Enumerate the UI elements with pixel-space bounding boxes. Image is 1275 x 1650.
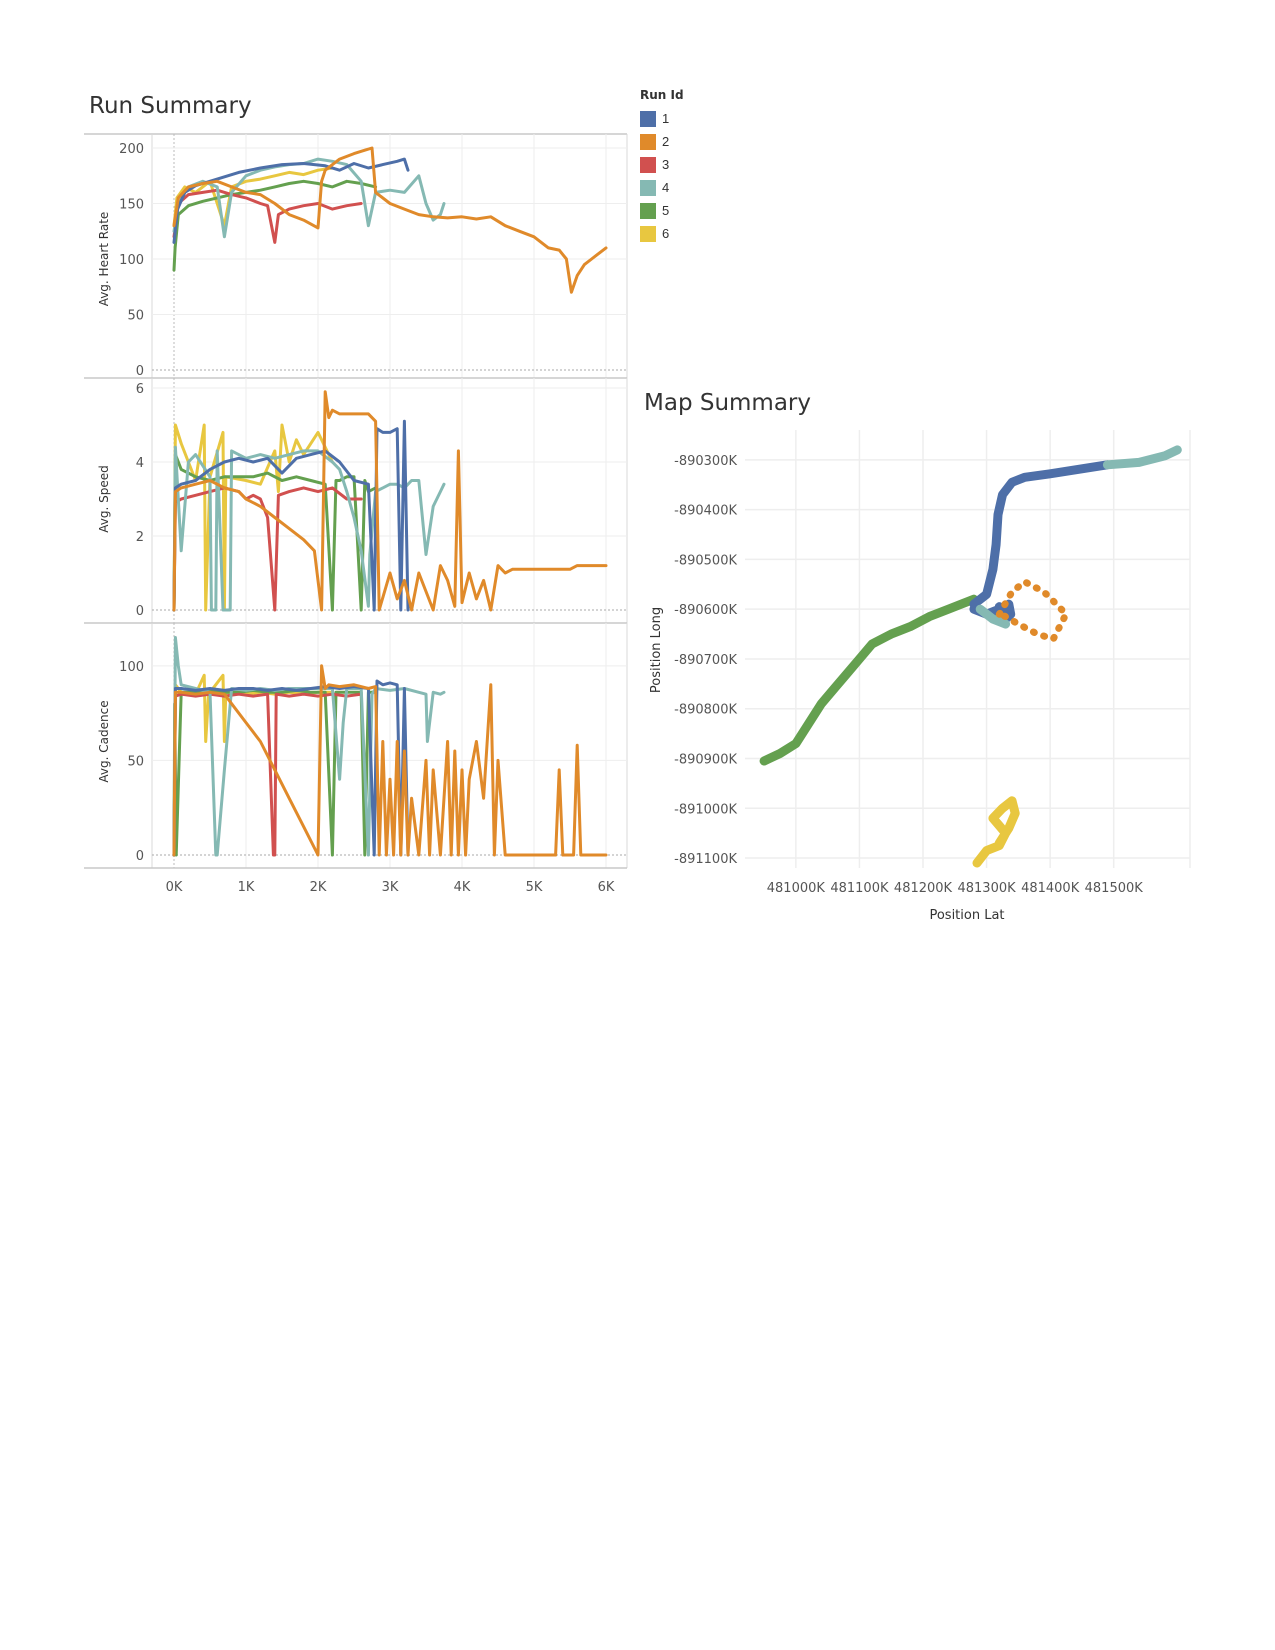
y-tick-label: 200	[119, 142, 144, 157]
series-line-run-3	[172, 188, 363, 244]
y-tick-label: 4	[136, 456, 144, 471]
series-line-run-1	[172, 157, 410, 244]
series-line-run-5	[172, 179, 378, 272]
y-tick-label: 150	[119, 198, 144, 213]
legend-swatch	[640, 110, 656, 127]
y-tick-label: 2	[136, 530, 144, 545]
y-axis-label: Avg. Cadence	[97, 700, 111, 782]
run-panel-1: 0 50 100 150 200 Avg. Heart Rate	[84, 133, 628, 379]
legend-item-4[interactable]: 4	[640, 176, 684, 199]
map-track-run-1	[969, 460, 1112, 609]
legend-items: 1 2 3 4 5 6	[640, 107, 684, 245]
x-tick-label: 6K	[598, 880, 615, 895]
series-line-run-3	[172, 486, 363, 612]
y-tick-label: 0	[136, 604, 144, 619]
legend-swatch	[640, 179, 656, 196]
legend-label: 1	[662, 111, 670, 126]
y-tick-label: 50	[127, 754, 144, 769]
map-track-run-5	[759, 594, 979, 766]
x-tick-label: 3K	[382, 880, 399, 895]
run-panel-2: 0 2 4 6 Avg. Speed	[84, 377, 628, 623]
legend-swatch	[640, 156, 656, 173]
legend-swatch	[640, 225, 656, 242]
run-summary-chart: 0 50 100 150 200 Avg. Heart Rate 0 2 4 6 Avg. Spee…	[84, 133, 628, 895]
legend-label: 3	[662, 157, 670, 172]
map-x-axis-label: Position Lat	[929, 908, 1004, 920]
series-line-run-5	[172, 453, 378, 612]
map-x-tick-label: 481500K	[1085, 881, 1144, 896]
legend-swatch	[640, 133, 656, 150]
x-tick-label: 4K	[454, 880, 471, 895]
legend-label: 2	[662, 134, 670, 149]
y-axis-label: Avg. Heart Rate	[97, 212, 111, 307]
map-y-tick-label: -890300K	[674, 454, 737, 469]
x-tick-label: 2K	[310, 880, 327, 895]
map-y-tick-label: -890800K	[674, 703, 737, 718]
legend-item-1[interactable]: 1	[640, 107, 684, 130]
y-axis-label: Avg. Speed	[97, 465, 111, 532]
map-track-run-4	[975, 604, 1011, 629]
y-tick-label: 0	[136, 364, 144, 379]
y-tick-label: 100	[119, 253, 144, 268]
map-y-axis-label: Position Long	[649, 607, 664, 693]
legend-item-5[interactable]: 5	[640, 199, 684, 222]
legend-item-6[interactable]: 6	[640, 222, 684, 245]
series-line-run-1	[172, 419, 410, 612]
series-line-run-2	[172, 664, 608, 857]
map-y-tick-label: -890700K	[674, 653, 737, 668]
map-track-run-2	[995, 578, 1070, 643]
map-y-tick-label: -890600K	[674, 603, 737, 618]
legend-title: Run Id	[640, 88, 684, 102]
legend-item-3[interactable]: 3	[640, 153, 684, 176]
map-summary-chart: 481000K 481100K 481200K 481300K 481400K 48150…	[649, 430, 1191, 920]
map-x-tick-label: 481200K	[894, 881, 953, 896]
map-x-tick-label: 481400K	[1021, 881, 1080, 896]
series-line-run-1	[172, 679, 410, 857]
legend-label: 4	[662, 180, 670, 195]
x-tick-label: 1K	[238, 880, 255, 895]
run-summary-title: Run Summary	[89, 93, 252, 119]
map-x-tick-label: 481300K	[957, 881, 1016, 896]
map-y-tick-label: -890500K	[674, 553, 737, 568]
map-x-tick-label: 481100K	[830, 881, 889, 896]
y-tick-label: 100	[119, 660, 144, 675]
legend: Run Id 1 2 3 4 5 6	[640, 88, 684, 245]
series-line-run-4	[172, 157, 446, 239]
legend-item-2[interactable]: 2	[640, 130, 684, 153]
series-line-run-6	[172, 423, 334, 612]
map-y-tick-label: -890900K	[674, 753, 737, 768]
y-tick-label: 6	[136, 382, 144, 397]
y-tick-label: 0	[136, 849, 144, 864]
series-line-run-2	[172, 390, 608, 612]
map-y-tick-label: -890400K	[674, 504, 737, 519]
map-track-run-6	[972, 796, 1020, 868]
run-panel-3: 0 50 100 Avg. Cadence	[84, 622, 628, 868]
map-x-tick-label: 481000K	[767, 881, 826, 896]
map-y-tick-label: -891000K	[674, 802, 737, 817]
y-tick-label: 50	[127, 309, 144, 324]
map-track-run-4	[1102, 445, 1182, 470]
map-summary-title: Map Summary	[644, 390, 811, 416]
map-plot: 481000K 481100K 481200K 481300K 481400K 48150…	[649, 430, 1191, 920]
legend-swatch	[640, 202, 656, 219]
x-tick-label: 0K	[166, 880, 183, 895]
series-line-run-2	[172, 146, 608, 294]
legend-label: 5	[662, 203, 670, 218]
map-y-tick-label: -891100K	[674, 852, 737, 867]
legend-label: 6	[662, 226, 670, 241]
x-tick-label: 5K	[526, 880, 543, 895]
